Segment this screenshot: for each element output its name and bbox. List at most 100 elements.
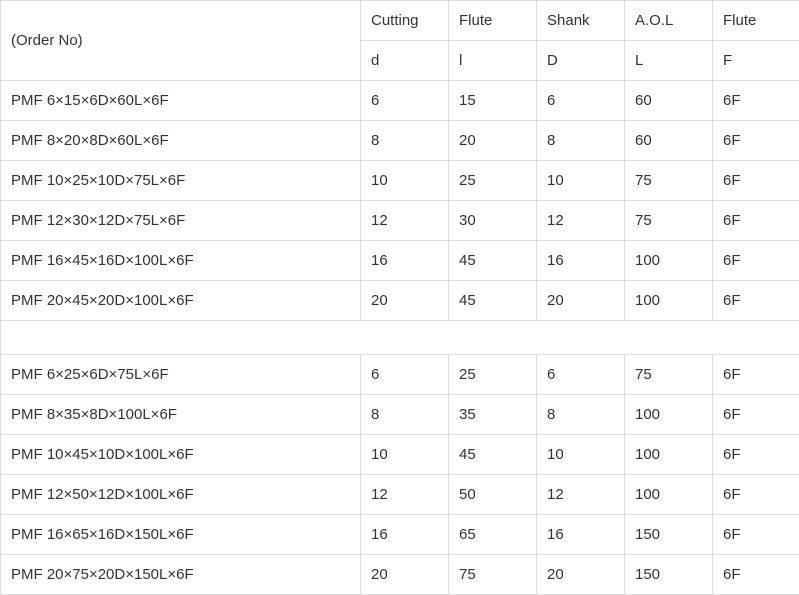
cell-cutting: 6 bbox=[361, 81, 449, 121]
cell-cutting: 16 bbox=[361, 241, 449, 281]
cell-aol: 75 bbox=[625, 161, 713, 201]
cell-order: PMF 20×45×20D×100L×6F bbox=[1, 281, 361, 321]
cell-flute-len: 15 bbox=[449, 81, 537, 121]
cell-flute: 6F bbox=[713, 281, 799, 321]
cell-cutting: 12 bbox=[361, 201, 449, 241]
cell-flute-len: 25 bbox=[449, 161, 537, 201]
cell-order: PMF 6×15×6D×60L×6F bbox=[1, 81, 361, 121]
cell-aol: 150 bbox=[625, 515, 713, 555]
header-order-no: (Order No) bbox=[1, 1, 361, 81]
cell-flute: 6F bbox=[713, 435, 799, 475]
cell-aol: 100 bbox=[625, 281, 713, 321]
cell-shank: 10 bbox=[537, 435, 625, 475]
cell-shank: 16 bbox=[537, 515, 625, 555]
cell-flute-len: 35 bbox=[449, 395, 537, 435]
cell-flute: 6F bbox=[713, 201, 799, 241]
header-aol: A.O.L bbox=[625, 1, 713, 41]
cell-aol: 75 bbox=[625, 201, 713, 241]
cell-flute: 6F bbox=[713, 355, 799, 395]
cell-flute: 6F bbox=[713, 161, 799, 201]
cell-cutting: 12 bbox=[361, 475, 449, 515]
cell-aol: 100 bbox=[625, 475, 713, 515]
subheader-D: D bbox=[537, 41, 625, 81]
header-shank: Shank bbox=[537, 1, 625, 41]
table-row: PMF 10×25×10D×75L×6F102510756F bbox=[1, 161, 799, 201]
cell-cutting: 8 bbox=[361, 395, 449, 435]
table-header: (Order No) Cutting Flute Shank A.O.L Flu… bbox=[1, 1, 799, 81]
cell-cutting: 8 bbox=[361, 121, 449, 161]
table-row: PMF 12×30×12D×75L×6F123012756F bbox=[1, 201, 799, 241]
cell-shank: 12 bbox=[537, 201, 625, 241]
cell-shank: 6 bbox=[537, 81, 625, 121]
subheader-L: L bbox=[625, 41, 713, 81]
subheader-l: l bbox=[449, 41, 537, 81]
table-row: PMF 6×15×6D×60L×6F6156606F bbox=[1, 81, 799, 121]
cell-order: PMF 12×50×12D×100L×6F bbox=[1, 475, 361, 515]
cell-aol: 100 bbox=[625, 241, 713, 281]
table-row: PMF 16×65×16D×150L×6F1665161506F bbox=[1, 515, 799, 555]
cell-order: PMF 16×45×16D×100L×6F bbox=[1, 241, 361, 281]
cell-order: PMF 8×20×8D×60L×6F bbox=[1, 121, 361, 161]
table-row: PMF 12×50×12D×100L×6F1250121006F bbox=[1, 475, 799, 515]
spacer-cell bbox=[1, 321, 799, 355]
header-flute2: Flute bbox=[713, 1, 799, 41]
cell-flute: 6F bbox=[713, 515, 799, 555]
header-cutting: Cutting bbox=[361, 1, 449, 41]
cell-order: PMF 10×45×10D×100L×6F bbox=[1, 435, 361, 475]
table-row: PMF 6×25×6D×75L×6F6256756F bbox=[1, 355, 799, 395]
cell-flute-len: 45 bbox=[449, 435, 537, 475]
cell-cutting: 20 bbox=[361, 555, 449, 595]
cell-aol: 60 bbox=[625, 81, 713, 121]
cell-cutting: 10 bbox=[361, 435, 449, 475]
cell-flute-len: 45 bbox=[449, 241, 537, 281]
cell-flute-len: 50 bbox=[449, 475, 537, 515]
cell-aol: 60 bbox=[625, 121, 713, 161]
cell-aol: 100 bbox=[625, 395, 713, 435]
cell-aol: 150 bbox=[625, 555, 713, 595]
subheader-d: d bbox=[361, 41, 449, 81]
cell-cutting: 16 bbox=[361, 515, 449, 555]
table-row: PMF 8×20×8D×60L×6F8208606F bbox=[1, 121, 799, 161]
cell-flute: 6F bbox=[713, 395, 799, 435]
table-row: PMF 10×45×10D×100L×6F1045101006F bbox=[1, 435, 799, 475]
cell-shank: 6 bbox=[537, 355, 625, 395]
cell-shank: 20 bbox=[537, 281, 625, 321]
cell-flute-len: 30 bbox=[449, 201, 537, 241]
spec-table: (Order No) Cutting Flute Shank A.O.L Flu… bbox=[0, 0, 799, 595]
header-flute: Flute bbox=[449, 1, 537, 41]
cell-order: PMF 8×35×8D×100L×6F bbox=[1, 395, 361, 435]
table-row: PMF 8×35×8D×100L×6F83581006F bbox=[1, 395, 799, 435]
table-row: PMF 16×45×16D×100L×6F1645161006F bbox=[1, 241, 799, 281]
cell-shank: 8 bbox=[537, 121, 625, 161]
cell-shank: 12 bbox=[537, 475, 625, 515]
cell-order: PMF 6×25×6D×75L×6F bbox=[1, 355, 361, 395]
cell-shank: 16 bbox=[537, 241, 625, 281]
cell-order: PMF 16×65×16D×150L×6F bbox=[1, 515, 361, 555]
cell-shank: 10 bbox=[537, 161, 625, 201]
table-body: PMF 6×15×6D×60L×6F6156606FPMF 8×20×8D×60… bbox=[1, 81, 799, 595]
cell-order: PMF 20×75×20D×150L×6F bbox=[1, 555, 361, 595]
cell-flute-len: 45 bbox=[449, 281, 537, 321]
cell-flute-len: 25 bbox=[449, 355, 537, 395]
cell-shank: 20 bbox=[537, 555, 625, 595]
cell-flute-len: 75 bbox=[449, 555, 537, 595]
cell-shank: 8 bbox=[537, 395, 625, 435]
cell-cutting: 10 bbox=[361, 161, 449, 201]
cell-flute-len: 20 bbox=[449, 121, 537, 161]
cell-order: PMF 10×25×10D×75L×6F bbox=[1, 161, 361, 201]
table-row: PMF 20×75×20D×150L×6F2075201506F bbox=[1, 555, 799, 595]
cell-flute: 6F bbox=[713, 81, 799, 121]
cell-cutting: 6 bbox=[361, 355, 449, 395]
spacer-row bbox=[1, 321, 799, 355]
cell-aol: 75 bbox=[625, 355, 713, 395]
cell-aol: 100 bbox=[625, 435, 713, 475]
cell-flute: 6F bbox=[713, 555, 799, 595]
subheader-F: F bbox=[713, 41, 799, 81]
cell-flute: 6F bbox=[713, 121, 799, 161]
cell-flute: 6F bbox=[713, 241, 799, 281]
cell-flute-len: 65 bbox=[449, 515, 537, 555]
table-row: PMF 20×45×20D×100L×6F2045201006F bbox=[1, 281, 799, 321]
cell-cutting: 20 bbox=[361, 281, 449, 321]
cell-flute: 6F bbox=[713, 475, 799, 515]
cell-order: PMF 12×30×12D×75L×6F bbox=[1, 201, 361, 241]
